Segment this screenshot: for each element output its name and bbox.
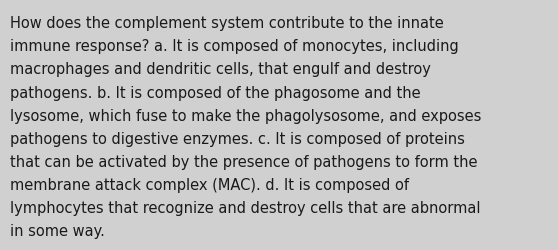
Text: in some way.: in some way. xyxy=(10,223,105,238)
Text: How does the complement system contribute to the innate: How does the complement system contribut… xyxy=(10,16,444,31)
Text: immune response? a. It is composed of monocytes, including: immune response? a. It is composed of mo… xyxy=(10,39,459,54)
Text: lymphocytes that recognize and destroy cells that are abnormal: lymphocytes that recognize and destroy c… xyxy=(10,200,480,215)
Text: membrane attack complex (MAC). d. It is composed of: membrane attack complex (MAC). d. It is … xyxy=(10,177,409,192)
Text: pathogens to digestive enzymes. c. It is composed of proteins: pathogens to digestive enzymes. c. It is… xyxy=(10,131,465,146)
Text: pathogens. b. It is composed of the phagosome and the: pathogens. b. It is composed of the phag… xyxy=(10,85,421,100)
Text: that can be activated by the presence of pathogens to form the: that can be activated by the presence of… xyxy=(10,154,478,169)
Text: lysosome, which fuse to make the phagolysosome, and exposes: lysosome, which fuse to make the phagoly… xyxy=(10,108,482,123)
Text: macrophages and dendritic cells, that engulf and destroy: macrophages and dendritic cells, that en… xyxy=(10,62,431,77)
